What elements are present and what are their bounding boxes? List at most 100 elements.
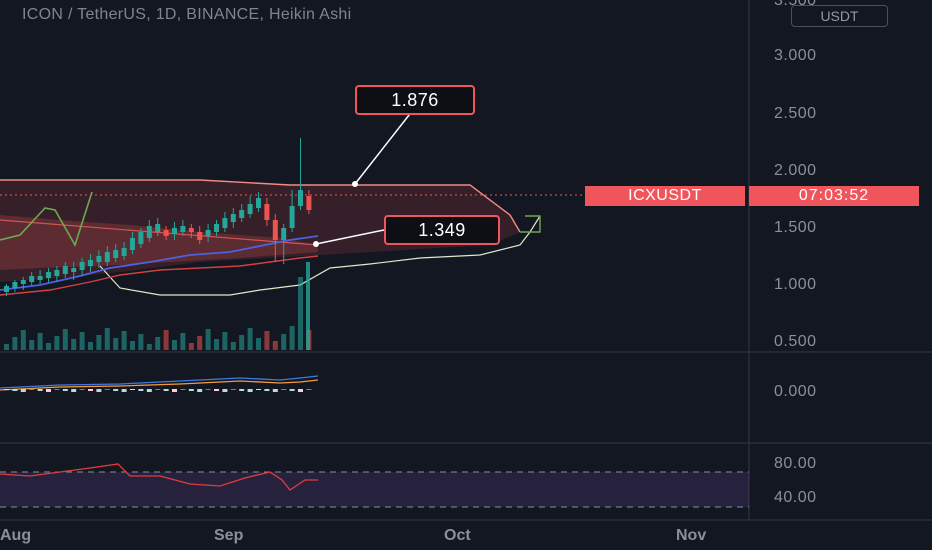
macd-histogram-bar: [20, 389, 26, 392]
bar-countdown-label: 07:03:52: [749, 186, 919, 206]
macd-histogram-bar: [289, 389, 295, 391]
candle-body: [197, 232, 203, 240]
volume-bar: [46, 343, 51, 350]
time-tick: Nov: [676, 527, 707, 544]
volume-bar: [54, 336, 60, 350]
volume-bar: [214, 339, 219, 350]
volume-bar: [138, 334, 144, 350]
macd-tick: 0.000: [774, 383, 817, 400]
price-tick: 0.500: [774, 333, 817, 350]
candle-body: [172, 228, 177, 234]
candle-body: [79, 262, 85, 270]
candle-body: [20, 280, 26, 284]
volume-bar: [239, 335, 245, 350]
candle-body: [264, 204, 270, 220]
candle-body: [256, 198, 261, 208]
volume-bar: [180, 333, 186, 350]
chart-title: ICON / TetherUS, 1D, BINANCE, Heikin Ash…: [22, 6, 352, 23]
volume-bar: [172, 340, 177, 350]
volume-bar: [113, 338, 119, 350]
base-line: [0, 255, 319, 296]
ichimoku-cloud: [0, 180, 520, 282]
macd-histogram-bar: [79, 389, 85, 390]
volume-bar: [281, 334, 287, 350]
macd-histogram-bar: [155, 389, 161, 390]
candle-body: [37, 276, 43, 280]
volume-bar: [188, 343, 194, 350]
cloud-upper-span: [0, 179, 521, 233]
candle-body: [104, 252, 110, 262]
candle-body: [222, 218, 228, 228]
candle-body: [214, 224, 219, 232]
candle-body: [29, 276, 35, 282]
macd-histogram-bar: [104, 389, 110, 390]
macd-histogram-bar: [272, 389, 278, 392]
candle-body: [306, 196, 312, 210]
macd-histogram-bar: [12, 389, 18, 391]
candle-body: [289, 206, 295, 228]
price-tick: 2.500: [774, 105, 817, 122]
macd-histogram-bar: [214, 389, 219, 391]
price-tick: 3.500: [774, 0, 817, 9]
macd-histogram-bar: [230, 389, 236, 390]
macd-histogram-bar: [222, 389, 228, 392]
candle-body: [188, 228, 194, 232]
cloud-edge: [520, 215, 541, 233]
macd-histogram-bar: [46, 389, 51, 392]
lagging-span: [0, 191, 93, 247]
high-callout-anchor[interactable]: [352, 181, 358, 187]
macd-histogram-bar: [121, 389, 127, 392]
macd-histogram-bar: [306, 389, 312, 390]
macd-histogram-bar: [130, 389, 135, 390]
macd-histogram-bar: [281, 389, 287, 390]
symbol-price-label: ICXUSDT: [585, 186, 745, 206]
volume-bar: [146, 344, 152, 350]
macd-histogram-bar: [138, 389, 144, 391]
volume-bar: [163, 330, 169, 350]
macd-histogram-bar: [163, 389, 169, 391]
candle-body: [230, 214, 236, 222]
volume-bar: [37, 333, 43, 350]
time-tick: Oct: [444, 527, 471, 544]
macd-histogram-bar: [113, 389, 119, 391]
macd-histogram-bar: [205, 389, 211, 390]
high-callout-pointer: [354, 109, 414, 185]
candle-body: [163, 230, 169, 236]
candle-body: [62, 266, 68, 274]
candle-body: [138, 232, 144, 244]
macd-histogram-bar: [96, 389, 102, 392]
candle-body: [298, 190, 303, 206]
price-tick: 1.000: [774, 276, 817, 293]
macd-histogram-bar: [62, 389, 68, 391]
candle-body: [130, 238, 135, 250]
high-price-callout[interactable]: 1.876: [355, 85, 475, 115]
volume-bar: [197, 336, 203, 350]
rsi-tick: 80.00: [774, 455, 817, 472]
macd-histogram-bar: [197, 389, 203, 392]
volume-bar: [121, 331, 127, 350]
time-tick: Aug: [0, 527, 32, 544]
macd-histogram-bar: [88, 389, 93, 391]
candle-body: [205, 230, 211, 236]
macd-histogram: [4, 389, 312, 392]
candle-body: [113, 250, 119, 258]
candle-body: [12, 282, 18, 288]
volume-bar: [104, 328, 110, 350]
candle-body: [121, 248, 127, 256]
time-tick: Sep: [214, 527, 244, 544]
macd-histogram-bar: [29, 389, 35, 390]
volume-bar: [96, 335, 102, 350]
macd-histogram-bar: [239, 389, 245, 391]
candle-body: [46, 272, 51, 278]
macd-histogram-bar: [37, 389, 43, 391]
currency-unit-button[interactable]: USDT: [791, 5, 888, 27]
low-price-callout[interactable]: 1.349: [384, 215, 500, 245]
volume-bar: [222, 332, 228, 350]
low-callout-anchor[interactable]: [313, 241, 319, 247]
candle-body: [4, 286, 9, 292]
macd-histogram-bar: [247, 389, 253, 392]
candle-body: [155, 224, 161, 232]
macd-histogram-bar: [264, 389, 270, 391]
volume-bar: [306, 262, 310, 350]
